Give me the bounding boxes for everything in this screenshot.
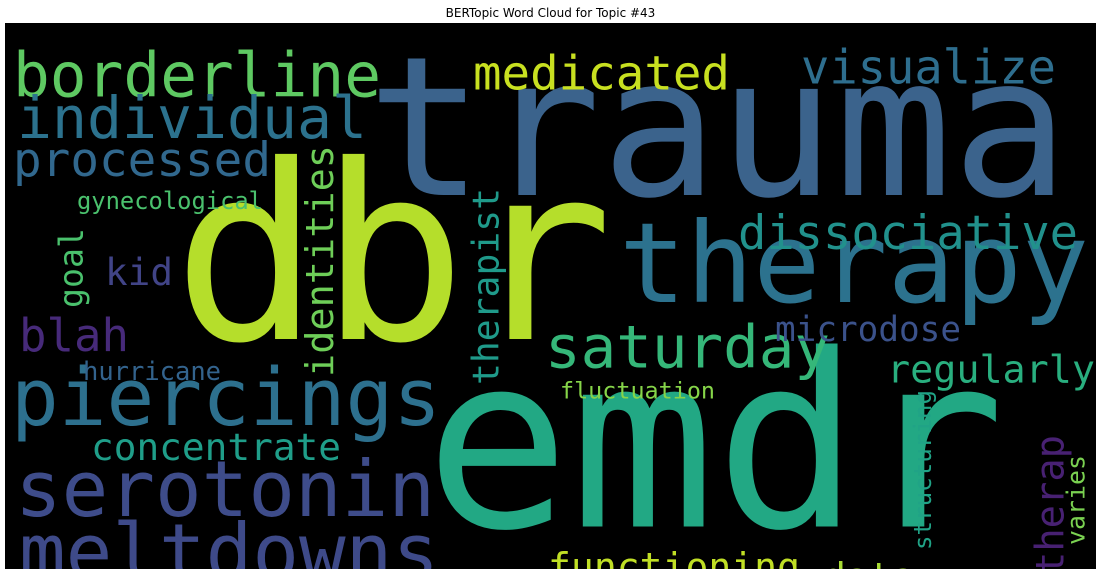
chart-title: BERTopic Word Cloud for Topic #43: [445, 6, 656, 20]
word-therapist: therapist: [465, 188, 508, 385]
word-saturday: saturday: [545, 313, 830, 382]
word-fluctuation: fluctuation: [560, 377, 715, 405]
word-visualize: visualize: [801, 41, 1056, 96]
word-gynecological: gynecological: [77, 187, 263, 215]
word-data: data: [823, 556, 915, 569]
word-identities: identities: [298, 145, 343, 377]
word-cloud-panel: trauma dbr emdr therapy piercings serotonin me…: [5, 23, 1096, 569]
word-goal: goal: [52, 228, 91, 308]
word-borderline: borderline: [13, 41, 381, 112]
word-serotonin: serotonin: [15, 445, 435, 535]
word-blah: blah: [19, 309, 129, 362]
word-trauma: trauma: [367, 23, 1069, 241]
word-dbr: dbr: [173, 114, 613, 397]
word-microdose: microdose: [775, 310, 961, 350]
word-cloud: traumadbremdrtherapypiercingsserotoninme…: [5, 23, 1096, 569]
word-functioning: functioning: [548, 545, 800, 569]
word-medicated: medicated: [473, 47, 730, 102]
word-dissociative: dissociative: [738, 206, 1078, 261]
word-varies: varies: [1062, 455, 1091, 545]
word-group: traumadbremdrtherapypiercingsserotoninme…: [11, 23, 1095, 569]
word-emdr: emdr: [425, 303, 1005, 570]
cloud-background: [5, 23, 1096, 569]
word-piercings: piercings: [11, 351, 441, 444]
word-regularly: regularly: [887, 348, 1095, 393]
word-therapy: therapy: [619, 199, 1089, 329]
word-kid: kid: [105, 250, 173, 294]
word-processed: processed: [13, 133, 271, 188]
word-hurricane: hurricane: [83, 357, 221, 387]
word-concentrate: concentrate: [91, 425, 341, 469]
word-individual: individual: [17, 84, 367, 152]
word-therap: therap: [1029, 435, 1074, 569]
word-structuring: structuring: [909, 390, 937, 550]
word-meltdowns: meltdowns: [19, 508, 439, 569]
